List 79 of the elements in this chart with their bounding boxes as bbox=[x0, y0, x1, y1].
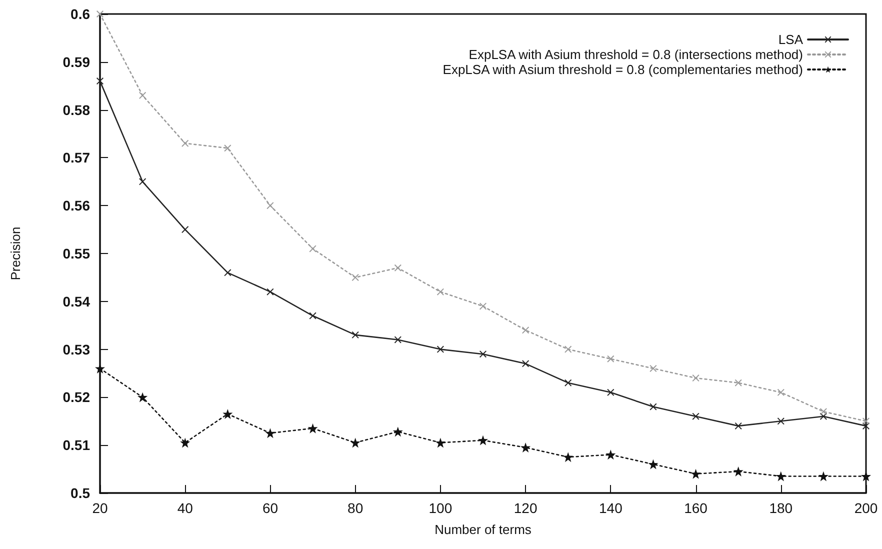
point bbox=[352, 331, 359, 338]
point bbox=[352, 274, 359, 281]
point bbox=[692, 374, 700, 382]
y-tick-label: 0.53 bbox=[62, 341, 90, 358]
point bbox=[139, 178, 146, 186]
legend-label: ExpLSA with Asium threshold = 0.8 (intersections method) bbox=[468, 47, 803, 62]
point bbox=[563, 452, 574, 462]
y-tick-label: 0.51 bbox=[62, 437, 90, 454]
point bbox=[862, 418, 870, 425]
point bbox=[648, 459, 658, 470]
point bbox=[650, 403, 657, 410]
point bbox=[436, 346, 444, 353]
point bbox=[265, 428, 276, 438]
point bbox=[96, 10, 104, 18]
point bbox=[734, 422, 742, 430]
x-tick-label: 60 bbox=[262, 500, 278, 516]
point bbox=[309, 245, 316, 252]
point bbox=[266, 202, 274, 210]
point bbox=[777, 418, 784, 425]
point bbox=[478, 435, 488, 446]
point bbox=[435, 438, 446, 448]
point bbox=[520, 442, 531, 452]
point bbox=[820, 408, 827, 416]
x-tick-label: 40 bbox=[177, 500, 194, 516]
point bbox=[607, 355, 614, 362]
legend-label: LSA bbox=[778, 32, 804, 47]
point bbox=[607, 388, 614, 396]
point bbox=[436, 288, 444, 296]
point bbox=[138, 392, 148, 402]
point bbox=[180, 438, 190, 448]
point bbox=[480, 302, 486, 310]
point bbox=[224, 269, 232, 276]
point bbox=[692, 412, 700, 420]
legend-label: ExpLSA with Asium threshold = 0.8 (complementaries method) bbox=[442, 62, 803, 77]
point bbox=[776, 471, 786, 482]
y-tick-label: 0.56 bbox=[62, 198, 90, 214]
point bbox=[564, 379, 572, 386]
point bbox=[606, 450, 616, 460]
y-tick-label: 0.59 bbox=[62, 54, 90, 70]
y-tick-label: 0.6 bbox=[70, 6, 90, 22]
x-axis-title: Number of terms bbox=[434, 522, 532, 537]
point bbox=[182, 226, 189, 234]
point bbox=[650, 364, 657, 372]
point bbox=[308, 423, 318, 434]
point bbox=[734, 379, 742, 386]
point bbox=[818, 471, 828, 482]
x-tick-label: 160 bbox=[684, 500, 708, 516]
x-tick-label: 180 bbox=[769, 500, 793, 516]
x-tick-label: 120 bbox=[514, 500, 538, 516]
point bbox=[394, 264, 402, 272]
point bbox=[777, 388, 784, 396]
point bbox=[394, 336, 402, 344]
y-tick-label: 0.5 bbox=[70, 485, 90, 501]
x-tick-label: 140 bbox=[598, 500, 623, 516]
point bbox=[222, 408, 233, 419]
point bbox=[139, 92, 146, 99]
y-tick-label: 0.55 bbox=[62, 246, 90, 262]
point bbox=[522, 360, 530, 368]
point bbox=[522, 326, 530, 334]
y-tick-label: 0.58 bbox=[62, 102, 90, 118]
x-tick-label: 200 bbox=[854, 500, 878, 516]
y-tick-label: 0.54 bbox=[62, 293, 90, 310]
point bbox=[309, 312, 316, 320]
point bbox=[480, 350, 486, 358]
point bbox=[182, 140, 189, 147]
point bbox=[392, 426, 403, 437]
point bbox=[266, 288, 274, 296]
point bbox=[564, 346, 572, 353]
point bbox=[690, 468, 701, 479]
point bbox=[733, 466, 744, 476]
y-tick-label: 0.52 bbox=[62, 389, 90, 406]
y-tick-label: 0.57 bbox=[62, 150, 90, 166]
point bbox=[350, 438, 360, 448]
point bbox=[224, 144, 232, 152]
x-tick-label: 80 bbox=[348, 500, 364, 516]
point bbox=[96, 78, 104, 85]
y-axis-title: Precision bbox=[8, 226, 23, 280]
x-tick-label: 20 bbox=[92, 500, 108, 516]
x-tick-label: 100 bbox=[428, 500, 452, 516]
